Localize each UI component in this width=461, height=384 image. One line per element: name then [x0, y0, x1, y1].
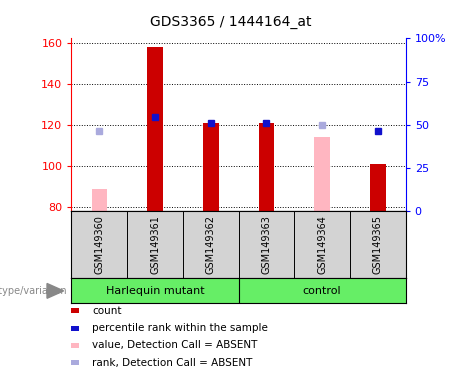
Text: rank, Detection Call = ABSENT: rank, Detection Call = ABSENT	[92, 358, 253, 368]
Text: count: count	[92, 306, 122, 316]
Bar	[314, 137, 330, 211]
Text: GSM149365: GSM149365	[373, 215, 383, 274]
Text: GSM149360: GSM149360	[95, 215, 104, 274]
Text: GSM149361: GSM149361	[150, 215, 160, 274]
Bar	[91, 189, 107, 211]
Text: value, Detection Call = ABSENT: value, Detection Call = ABSENT	[92, 340, 258, 351]
Text: genotype/variation: genotype/variation	[0, 286, 67, 296]
Bar	[203, 123, 219, 211]
Text: GSM149362: GSM149362	[206, 215, 216, 274]
Text: control: control	[303, 286, 342, 296]
Bar	[259, 123, 274, 211]
Bar	[370, 164, 385, 211]
Text: GSM149364: GSM149364	[317, 215, 327, 274]
Bar	[147, 46, 163, 211]
Text: GDS3365 / 1444164_at: GDS3365 / 1444164_at	[150, 15, 311, 29]
Polygon shape	[47, 283, 64, 298]
Text: Harlequin mutant: Harlequin mutant	[106, 286, 204, 296]
Text: GSM149363: GSM149363	[261, 215, 272, 274]
Text: percentile rank within the sample: percentile rank within the sample	[92, 323, 268, 333]
